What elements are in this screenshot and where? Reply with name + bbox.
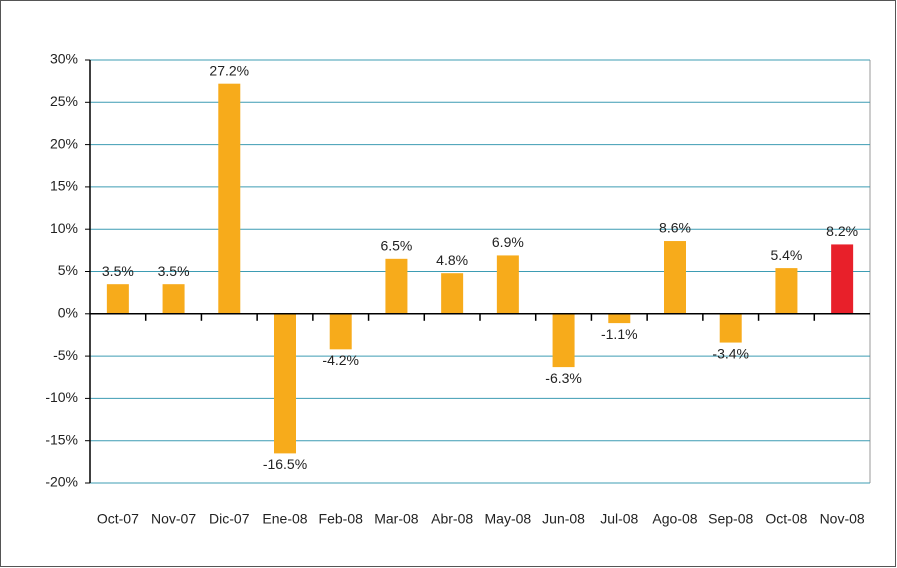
bar <box>329 313 352 350</box>
bar <box>441 273 464 314</box>
value-label: 3.5% <box>158 263 190 279</box>
y-tick-label: -10% <box>45 389 78 405</box>
bar <box>162 284 185 314</box>
bar <box>496 255 519 314</box>
x-tick-label: Nov-08 <box>820 511 865 527</box>
x-tick-label: Oct-08 <box>765 511 807 527</box>
bar <box>274 313 296 454</box>
value-label: 8.6% <box>659 220 691 236</box>
x-tick-label: Feb-08 <box>319 511 364 527</box>
bar <box>831 244 854 314</box>
y-tick-label: 5% <box>58 262 78 278</box>
y-tick-label: 0% <box>58 305 78 321</box>
y-tick-label: 10% <box>50 220 78 236</box>
value-label: 8.2% <box>826 223 858 239</box>
value-label: -6.3% <box>545 370 582 386</box>
y-tick-label: -20% <box>45 474 78 490</box>
bar <box>608 313 631 324</box>
bar <box>552 313 575 368</box>
x-tick-label: May-08 <box>485 511 532 527</box>
bar <box>106 284 129 314</box>
value-label: -1.1% <box>601 326 638 342</box>
y-tick-label: -5% <box>53 347 78 363</box>
bar <box>719 313 742 343</box>
value-label: 6.9% <box>492 234 524 250</box>
value-label: -3.4% <box>712 345 749 361</box>
x-tick-label: Mar-08 <box>374 511 419 527</box>
value-label: 4.8% <box>436 252 468 268</box>
x-tick-label: Jun-08 <box>542 511 585 527</box>
x-tick-label: Ago-08 <box>652 511 697 527</box>
bar <box>218 83 241 314</box>
x-tick-label: Ene-08 <box>262 511 307 527</box>
x-tick-label: Jul-08 <box>600 511 638 527</box>
x-tick-label: Oct-07 <box>97 511 139 527</box>
bar <box>664 241 686 314</box>
x-tick-label: Nov-07 <box>151 511 196 527</box>
x-tick-label: Abr-08 <box>431 511 473 527</box>
value-label: 6.5% <box>380 238 412 254</box>
value-label: 27.2% <box>209 62 249 78</box>
y-tick-label: 30% <box>50 51 78 67</box>
y-tick-label: 15% <box>50 178 78 194</box>
y-tick-label: -15% <box>45 431 78 447</box>
x-tick-label: Sep-08 <box>708 511 753 527</box>
y-tick-label: 25% <box>50 93 78 109</box>
value-label: -4.2% <box>322 352 359 368</box>
bar <box>385 258 408 314</box>
value-label: 5.4% <box>770 247 802 263</box>
y-tick-label: 20% <box>50 135 78 151</box>
x-tick-label: Dic-07 <box>209 511 250 527</box>
value-label: -16.5% <box>263 456 307 472</box>
bar <box>775 268 798 314</box>
value-label: 3.5% <box>102 263 134 279</box>
